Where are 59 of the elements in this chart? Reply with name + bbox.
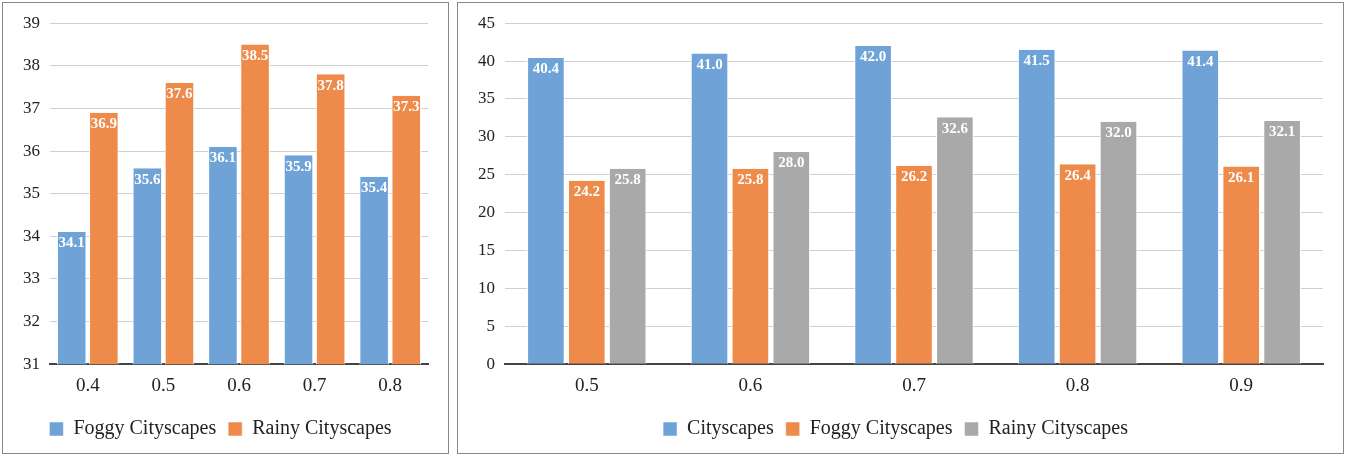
data-label: 40.4 <box>532 60 560 77</box>
y-tick-label: 45 <box>478 12 495 32</box>
data-label: 35.4 <box>361 179 388 196</box>
legend-label: Rainy Cityscapes <box>252 416 392 440</box>
legend-label: Cityscapes <box>687 416 774 440</box>
data-label: 25.8 <box>737 171 764 188</box>
data-label: 41.5 <box>1023 52 1050 69</box>
data-label: 35.9 <box>285 157 312 174</box>
x-tick-label: 0.5 <box>151 373 176 395</box>
data-label: 26.2 <box>900 168 928 185</box>
data-label: 28.0 <box>778 154 805 171</box>
y-tick-label: 33 <box>23 268 40 288</box>
x-tick-label: 0.8 <box>1065 373 1090 395</box>
y-tick-label: 37 <box>23 97 41 117</box>
data-label: 32.1 <box>1268 123 1296 140</box>
data-label: 25.8 <box>614 171 641 188</box>
data-label: 41.4 <box>1187 52 1214 69</box>
y-tick-label: 35 <box>23 183 40 203</box>
x-tick-label: 0.4 <box>75 373 101 395</box>
legend-label: Rainy Cityscapes <box>988 416 1129 440</box>
y-tick-label: 34 <box>23 225 41 245</box>
x-tick-label: 0.7 <box>902 373 926 395</box>
x-tick-label: 0.5 <box>574 373 599 395</box>
y-tick-label: 31 <box>23 353 40 373</box>
x-tick-label: 0.6 <box>227 373 251 395</box>
y-tick-label: 32 <box>23 311 40 331</box>
data-label: 26.1 <box>1228 168 1255 185</box>
data-label: 37.8 <box>317 76 344 93</box>
data-label: 37.3 <box>393 98 420 115</box>
y-tick-label: 39 <box>23 12 40 32</box>
data-label: 36.9 <box>90 115 117 132</box>
x-tick-label: 0.8 <box>378 373 403 395</box>
data-label: 41.0 <box>696 55 723 72</box>
y-tick-label: 35 <box>478 88 495 108</box>
data-label: 32.6 <box>941 119 969 136</box>
data-label: 32.0 <box>1105 124 1132 141</box>
legend-label: Foggy Cityscapes <box>73 416 217 440</box>
y-tick-label: 25 <box>478 164 495 184</box>
data-label: 35.6 <box>134 170 161 187</box>
x-tick-label: 0.6 <box>738 373 763 395</box>
data-label: 34.1 <box>58 234 85 251</box>
x-tick-label: 0.9 <box>1229 373 1254 395</box>
data-label: 24.2 <box>573 183 600 200</box>
y-tick-label: 20 <box>478 202 495 222</box>
data-label: 42.0 <box>859 48 887 65</box>
data-label: 36.1 <box>209 149 237 166</box>
data-label: 26.4 <box>1064 166 1092 183</box>
y-tick-label: 36 <box>23 140 40 160</box>
data-label: 38.5 <box>241 46 269 63</box>
y-tick-label: 0 <box>486 353 495 373</box>
y-tick-label: 30 <box>478 126 495 146</box>
legend-label: Foggy Cityscapes <box>809 416 953 440</box>
x-tick-label: 0.7 <box>302 373 327 395</box>
y-tick-label: 40 <box>478 50 495 70</box>
y-tick-label: 38 <box>23 55 40 75</box>
y-tick-label: 5 <box>486 315 495 335</box>
y-tick-label: 10 <box>478 277 495 297</box>
data-label: 37.6 <box>166 85 194 102</box>
y-tick-label: 15 <box>478 240 495 259</box>
